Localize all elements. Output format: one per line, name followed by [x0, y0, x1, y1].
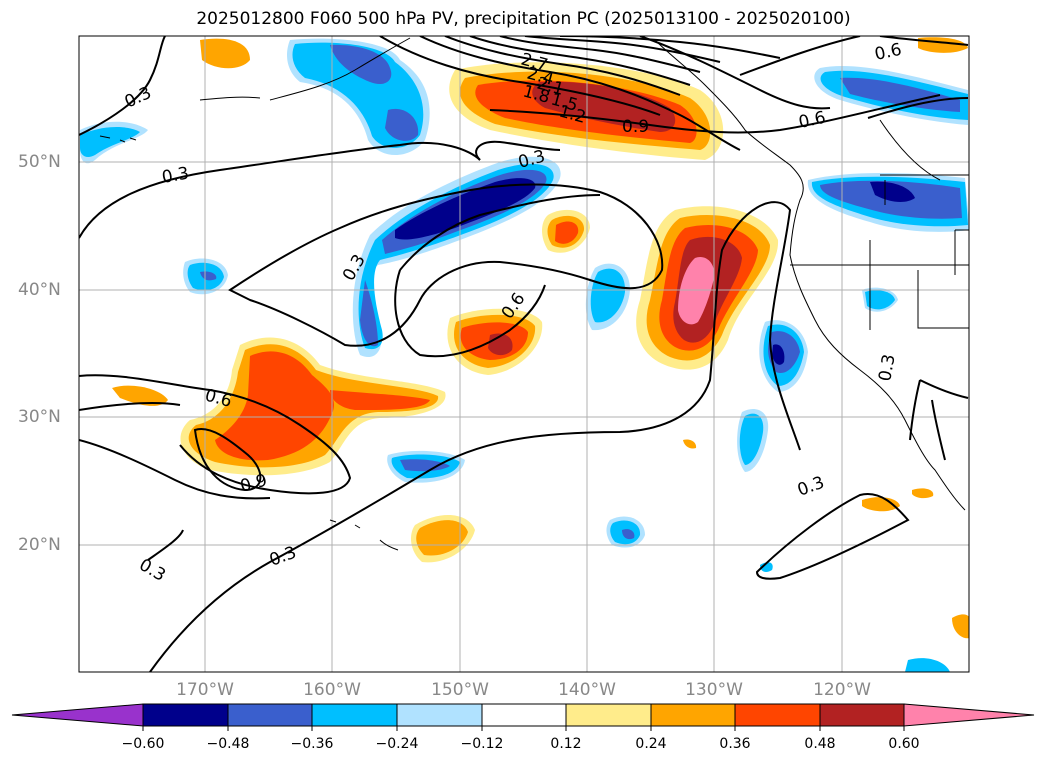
- contour-label: 0.6: [873, 40, 904, 65]
- lon-label: 170°W: [176, 680, 234, 700]
- lon-label: 160°W: [303, 680, 361, 700]
- contour-label: 0.6: [797, 108, 828, 133]
- contour-label: 0.3: [875, 353, 899, 383]
- colorbar-tick-label: 0.24: [635, 736, 667, 752]
- pv-contours: [79, 36, 969, 672]
- lon-label: 120°W: [813, 680, 871, 700]
- colorbar-extend-low: [11, 703, 144, 727]
- contour-0.3-main: [79, 36, 481, 239]
- lon-label: 130°W: [685, 680, 743, 700]
- lon-label: 150°W: [431, 680, 489, 700]
- colorbar-tick-label: −0.36: [290, 736, 334, 752]
- contour-label: 0.3: [160, 164, 190, 188]
- colorbar-tick-label: −0.48: [206, 736, 250, 752]
- contour-label: 0.3: [136, 555, 169, 586]
- lat-label: 30°N: [18, 407, 61, 427]
- colorbar-extend-high: [903, 703, 1035, 727]
- lon-label: 140°W: [558, 680, 616, 700]
- lat-label: 40°N: [18, 280, 61, 300]
- colorbar-tick-label: −0.60: [121, 736, 165, 752]
- colorbar-tick-label: 0.36: [719, 736, 751, 752]
- coastlines: [99, 37, 969, 551]
- map-frame: [78, 35, 970, 673]
- map-title: 2025012800 F060 500 hPa PV, precipitatio…: [196, 9, 851, 29]
- colorbar-tick-label: −0.12: [460, 736, 504, 752]
- lat-label: 20°N: [18, 535, 61, 555]
- contour-label: 0.9: [622, 117, 649, 137]
- colorbar-tick-label: −0.24: [375, 736, 419, 752]
- colorbar: [11, 703, 1035, 731]
- contour-label: 0.3: [122, 83, 155, 113]
- contour-label: 0.3: [795, 473, 827, 501]
- contour-jet-stack: [379, 36, 661, 116]
- contour-label: 0.3: [267, 543, 299, 571]
- colorbar-tick-label: 0.60: [888, 736, 920, 752]
- lat-label: 50°N: [18, 152, 61, 172]
- contour-0.6-main: [394, 194, 601, 358]
- colorbar-tick-label: 0.12: [550, 736, 582, 752]
- colorbar-tick-label: 0.48: [804, 736, 836, 752]
- precip-anomaly-fill: [80, 37, 969, 672]
